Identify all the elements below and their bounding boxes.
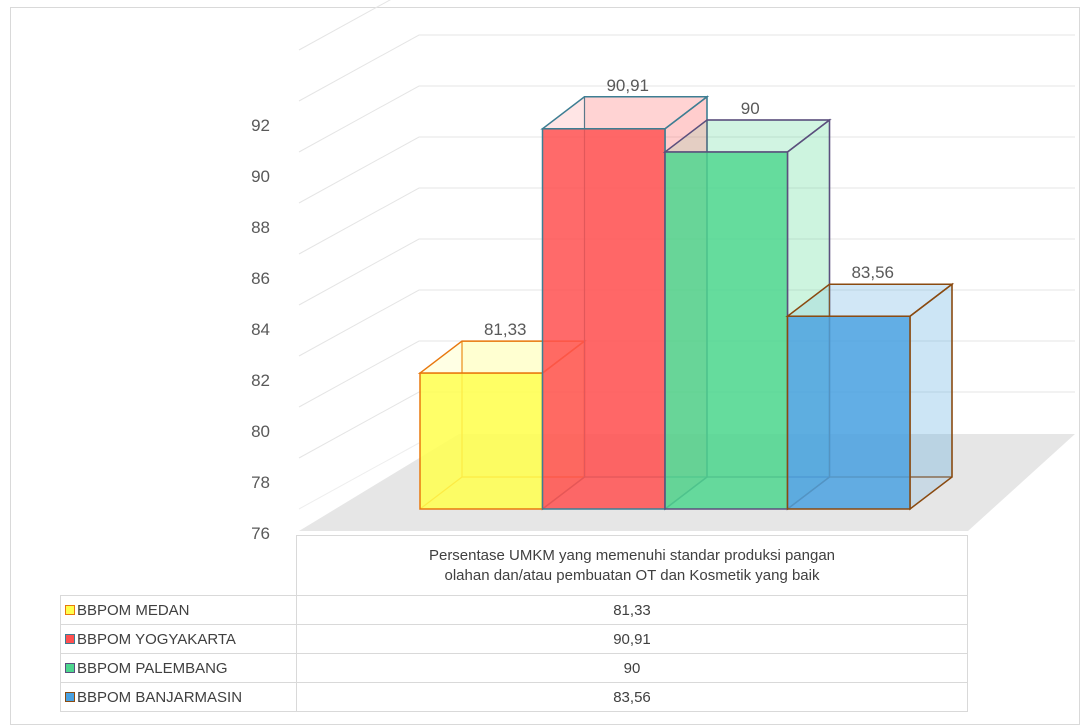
category-label-line: Persentase UMKM yang memenuhi standar pr… [428, 546, 836, 564]
legend-label: BBPOM BANJARMASIN [77, 688, 243, 706]
data-table-row: BBPOM BANJARMASIN 83,56 [60, 682, 968, 712]
gridline [298, 34, 1075, 102]
chart-frame [10, 7, 1080, 725]
gridline [298, 85, 1075, 153]
data-label: 90 [741, 99, 760, 118]
category-label: Persentase UMKM yang memenuhi standar pr… [296, 535, 968, 596]
bar-side-face [909, 282, 953, 511]
data-table-row: BBPOM PALEMBANG 90 [60, 653, 968, 683]
legend-label: BBPOM MEDAN [77, 601, 190, 619]
data-labels: 81,33 90,91 90 83,56 [484, 76, 894, 339]
data-table-header: Persentase UMKM yang memenuhi standar pr… [60, 535, 968, 596]
bar-front-face [786, 315, 911, 510]
table-value: 83,56 [296, 682, 968, 712]
legend-label: BBPOM PALEMBANG [77, 659, 228, 677]
category-label-line: olahan dan/atau pembuatan OT dan Kosmeti… [444, 566, 820, 584]
bars [417, 95, 955, 511]
gridline [298, 187, 1075, 255]
y-tick-label: 82 [251, 371, 270, 390]
legend-swatch [65, 604, 75, 615]
table-value: 90 [296, 653, 968, 683]
bar-front-face [541, 128, 666, 510]
side-wall-edge [298, 442, 420, 510]
table-value: 81,33 [296, 595, 968, 625]
y-tick-label: 78 [251, 473, 270, 492]
y-tick-label: 92 [251, 116, 270, 135]
bar-front-face [664, 151, 789, 510]
bar [785, 282, 955, 511]
data-table: Persentase UMKM yang memenuhi standar pr… [60, 535, 968, 712]
gridline [298, 289, 1075, 357]
y-tick-label: 88 [251, 218, 270, 237]
data-label: 81,33 [484, 320, 527, 339]
gridline [298, 238, 1075, 306]
gridline [298, 136, 1075, 204]
back-walls [298, 442, 420, 510]
data-table-row: BBPOM YOGYAKARTA 90,91 [60, 624, 968, 654]
legend-label: BBPOM YOGYAKARTA [77, 630, 236, 648]
legend-swatch [65, 691, 75, 702]
gridline [298, 0, 391, 51]
bar-front-face [419, 372, 544, 510]
y-tick-label: 90 [251, 167, 270, 186]
table-value: 90,91 [296, 624, 968, 654]
y-tick-label: 86 [251, 269, 270, 288]
y-tick-label: 80 [251, 422, 270, 441]
legend-swatch [65, 662, 75, 673]
data-table-row: BBPOM MEDAN 81,33 [60, 595, 968, 625]
data-label: 90,91 [606, 76, 649, 95]
legend-swatch [65, 633, 75, 644]
data-table-corner [60, 535, 297, 596]
y-tick-label: 84 [251, 320, 270, 339]
data-label: 83,56 [851, 263, 894, 282]
